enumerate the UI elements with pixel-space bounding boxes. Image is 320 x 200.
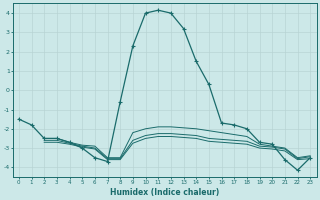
- X-axis label: Humidex (Indice chaleur): Humidex (Indice chaleur): [110, 188, 219, 197]
